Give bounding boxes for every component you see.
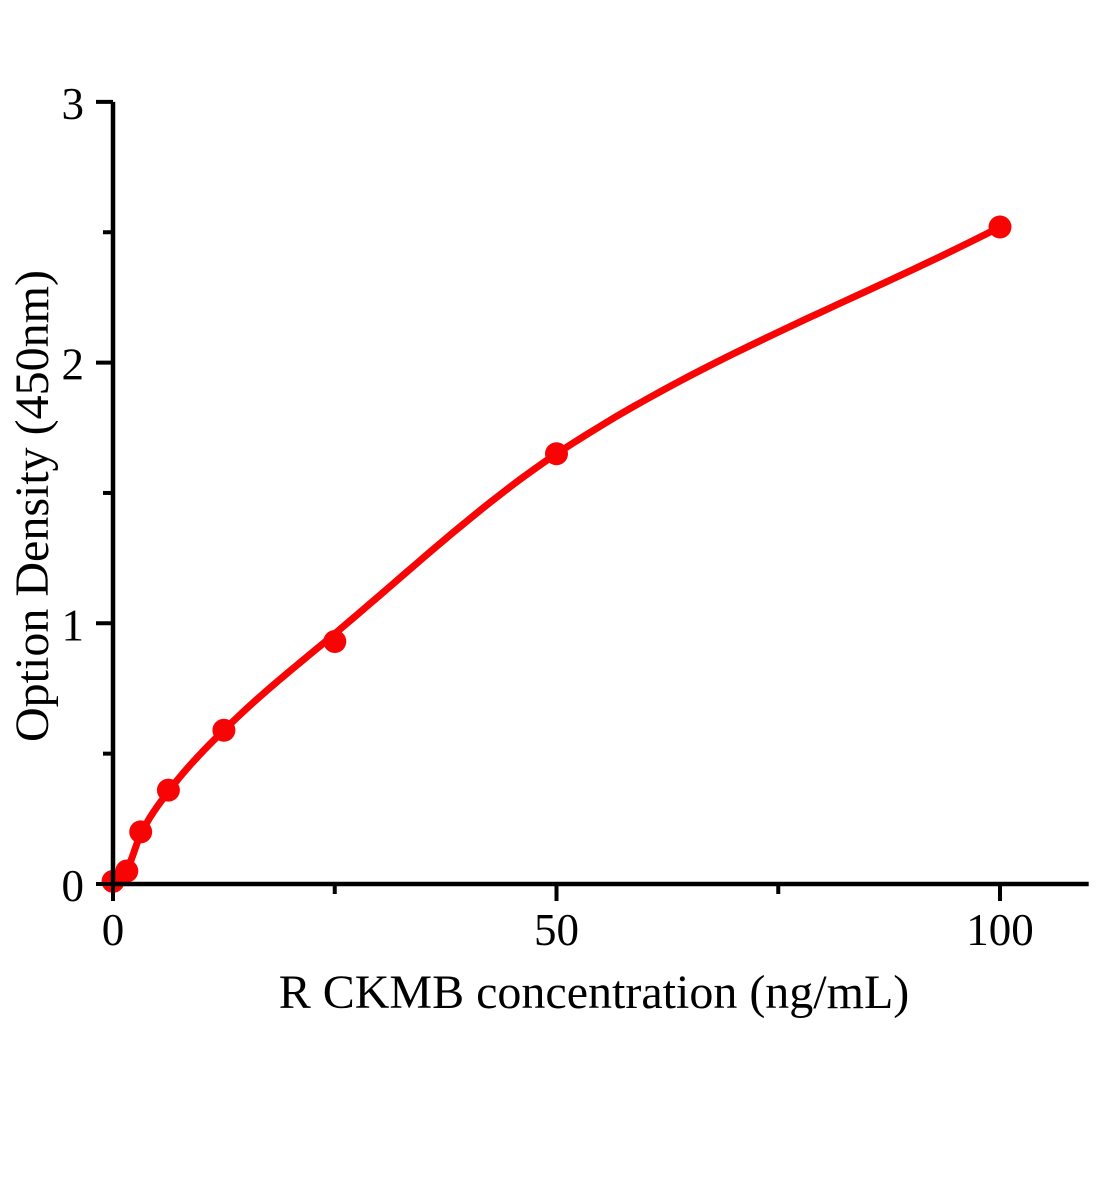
y-tick-label: 2 [62, 340, 85, 390]
data-point [115, 859, 139, 883]
x-tick-label: 100 [966, 905, 1034, 955]
axes-layer [110, 101, 1089, 887]
ticks-layer [96, 99, 1002, 901]
x-tick-label: 0 [102, 905, 125, 955]
y-tick-label: 3 [62, 79, 85, 129]
y-axis-title: Option Density (450nm) [6, 270, 59, 742]
data-point [323, 630, 347, 653]
data-point [156, 778, 180, 802]
tick-labels-layer: 0 50 100 0 1 2 3 [62, 79, 1034, 955]
y-tick-label: 0 [62, 861, 85, 911]
data-point [212, 718, 236, 742]
data-point [129, 820, 153, 844]
data-point [545, 442, 568, 466]
data-point [988, 215, 1012, 239]
x-axis-title: R CKMB concentration (ng/mL) [279, 966, 910, 1019]
series-layer [101, 215, 1012, 893]
x-tick-label: 50 [534, 905, 579, 955]
fit-curve-line [109, 223, 1004, 885]
y-tick-label: 1 [62, 600, 85, 650]
